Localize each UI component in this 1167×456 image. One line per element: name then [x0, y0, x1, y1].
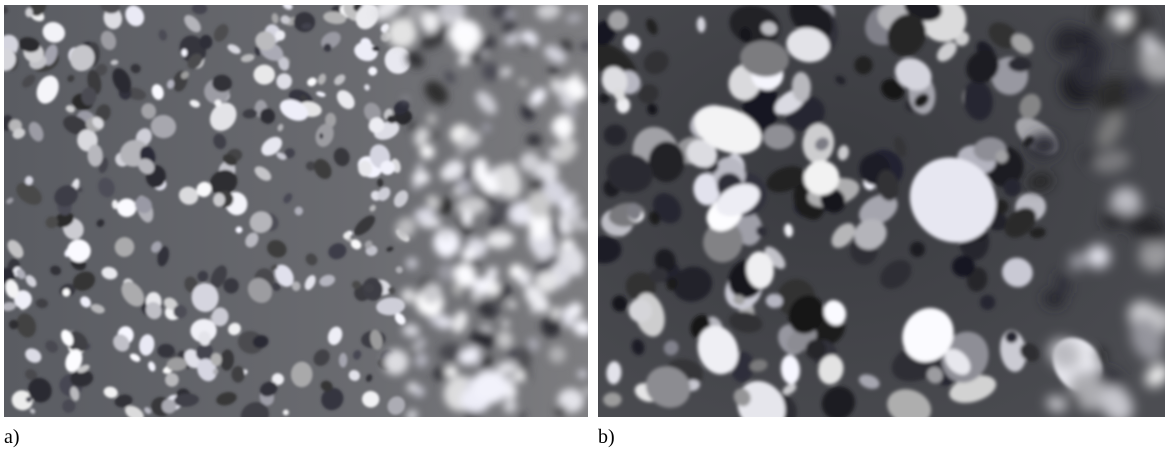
- panel-label: b): [598, 426, 615, 449]
- micrograph-b: [598, 5, 1165, 417]
- panel-label: a): [4, 426, 20, 449]
- particle: [364, 284, 374, 292]
- particle: [604, 124, 627, 146]
- micrograph-a: [4, 5, 588, 417]
- page: {"panels": [{"label": "a)"}, {"label": "…: [0, 0, 1167, 456]
